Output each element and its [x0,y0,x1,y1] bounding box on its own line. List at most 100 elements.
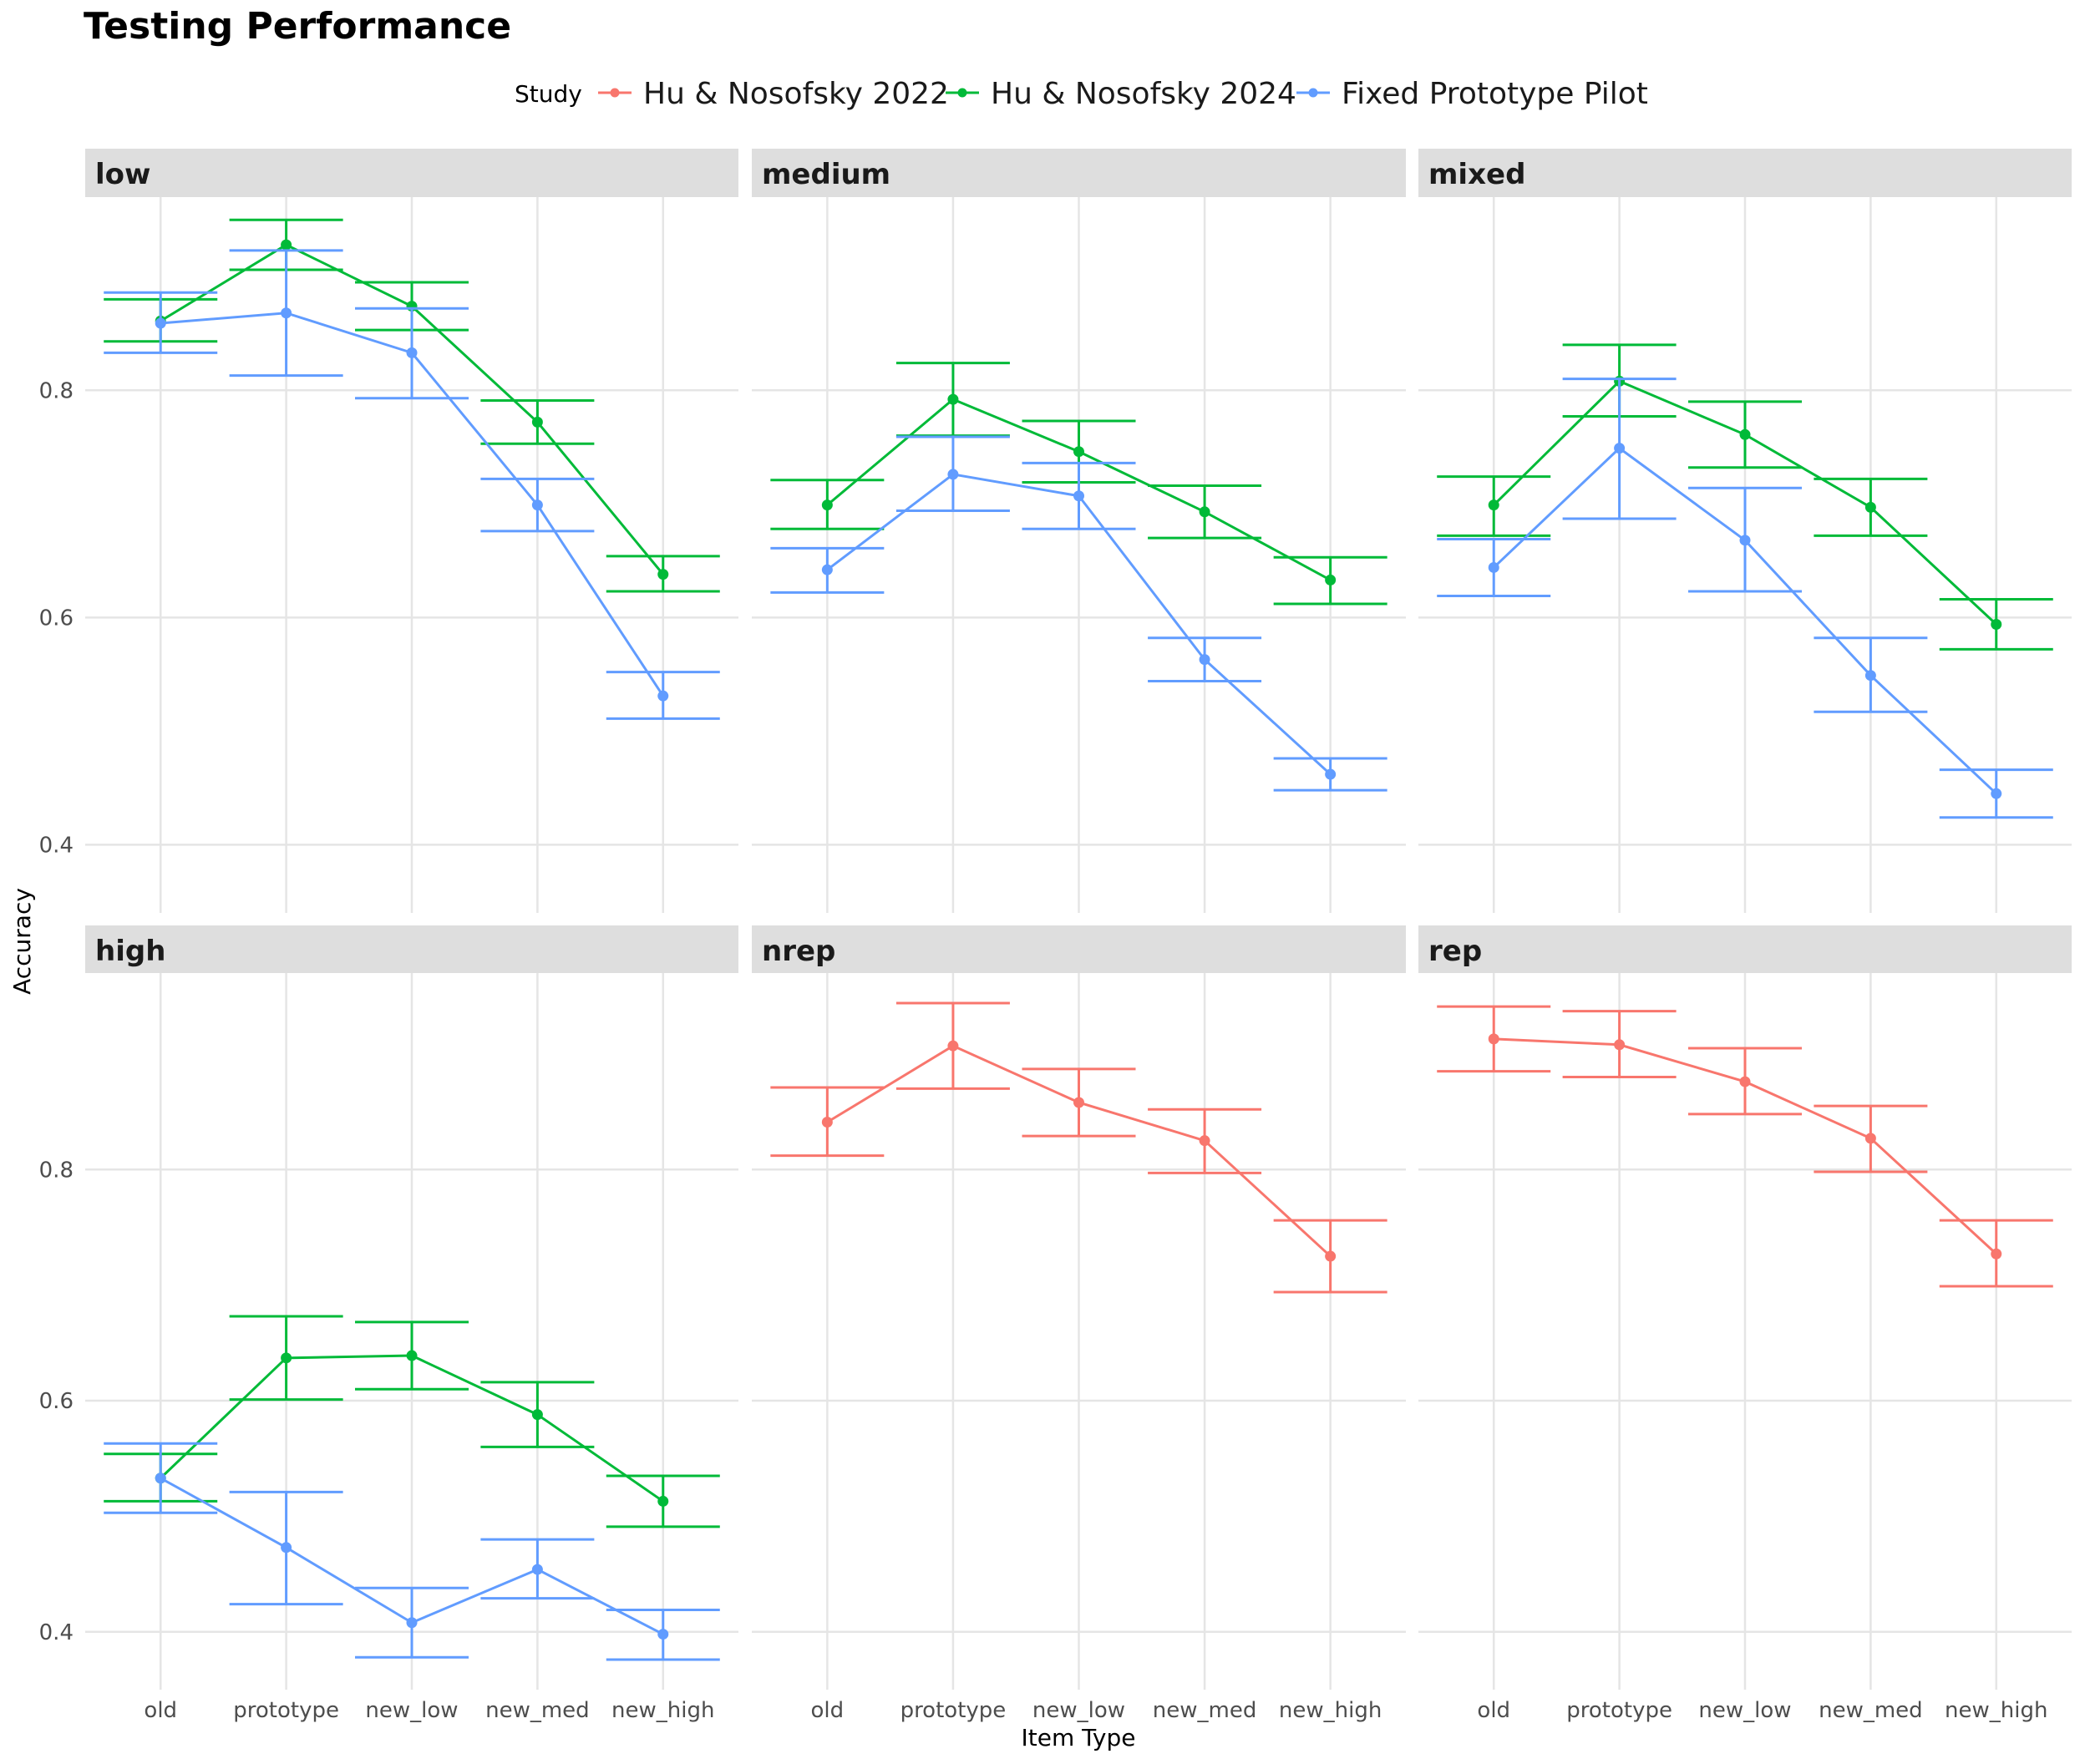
data-point [1199,506,1210,518]
panel-strip-label: medium [762,158,890,191]
panel-strip [85,149,738,197]
x-tick-label: new_high [1279,1698,1382,1723]
data-point [1991,788,2002,799]
x-tick-label: prototype [1566,1698,1672,1723]
y-tick-label: 0.4 [39,1620,74,1645]
data-point [657,569,669,580]
x-tick-label: new_low [1698,1698,1791,1723]
y-tick-label: 0.6 [39,1389,74,1414]
panel-strip-label: nrep [762,935,835,968]
data-point [1864,501,1876,513]
panel-high: high 0.4 0.6 0.8 old prototype new_low new_med n… [39,925,738,1723]
series-Fixed Prototype Pilot [104,1442,720,1661]
data-point [1488,1033,1499,1045]
panel-strip-label: high [95,935,165,968]
panel-strip [85,925,738,973]
panel-strip [752,925,1406,973]
legend-entry: Hu & Nosofsky 2024 [946,77,1296,111]
data-point [821,499,833,511]
x-tick-label: old [144,1698,177,1723]
x-tick-label: old [811,1698,845,1723]
data-point [531,499,543,511]
data-point [1739,535,1751,546]
legend-entry: Hu & Nosofsky 2022 [598,77,949,111]
data-point [281,239,292,251]
data-point [1325,1250,1337,1262]
panel-nrep: nrep old prototype new_low new_med new_high [752,925,1406,1723]
y-tick-label: 0.6 [39,606,74,631]
data-point [155,317,166,329]
x-tick-label: new_high [611,1698,714,1723]
panel-medium: medium [752,149,1406,913]
data-point [281,1542,292,1554]
data-point [821,564,833,575]
y-axis-title: Accuracy [8,888,36,995]
data-point [1199,654,1210,666]
data-point [821,1117,833,1128]
data-point [1488,499,1499,511]
legend-key-point [957,88,967,98]
panel-mixed: mixed [1418,149,2072,913]
legend-title: Study [515,80,582,108]
chart-title: Testing Performance [84,5,511,48]
data-point [1864,670,1876,682]
data-point [947,469,959,480]
data-point [1864,1133,1876,1144]
data-point [1614,1039,1626,1051]
panel-strip-label: rep [1428,935,1482,968]
x-tick-label: new_med [1153,1698,1257,1723]
data-point [1199,1135,1210,1147]
x-tick-label: new_med [485,1698,590,1723]
data-point [1073,446,1084,458]
data-point [1739,1076,1751,1087]
panel-strip [752,149,1406,197]
data-point [281,1352,292,1364]
panel-strip [1418,149,2072,197]
series-Hu & Nosofsky 2022 [1437,1005,2053,1288]
panel-strip [1418,925,2072,973]
data-point [1614,443,1626,454]
data-point [947,1040,959,1052]
data-point [1739,428,1751,440]
x-tick-label: new_high [1945,1698,2047,1723]
x-tick-label: new_low [365,1698,458,1723]
x-tick-label: new_low [1032,1698,1125,1723]
data-point [406,347,418,358]
y-tick-label: 0.8 [39,1158,74,1183]
data-point [531,1409,543,1421]
legend: Study Hu & Nosofsky 2022 Hu & Nosofsky 20… [515,77,1648,111]
data-point [657,1495,669,1507]
legend-key-point [1308,88,1318,98]
data-point [1991,1248,2002,1260]
panel-rep: rep old prototype new_low new_med new_high [1418,925,2072,1723]
data-point [657,690,669,702]
legend-label: Hu & Nosofsky 2024 [991,77,1296,111]
panel-strip-label: mixed [1428,158,1525,191]
y-tick-label: 0.4 [39,833,74,858]
data-point [657,1629,669,1640]
data-point [947,393,959,405]
panel-strip-label: low [95,158,150,191]
legend-label: Fixed Prototype Pilot [1342,77,1648,111]
data-point [155,1473,166,1484]
facet-panels: low 0.4 0.6 0.8 medium mixed high 0.4 0.6 0.8 old p… [39,149,2072,1723]
data-point [1325,768,1337,780]
series-Fixed Prototype Pilot [1437,378,2053,819]
x-tick-label: prototype [900,1698,1007,1723]
data-point [1488,561,1499,573]
data-point [406,1617,418,1629]
panel-low: low 0.4 0.6 0.8 [39,149,738,913]
legend-entry: Fixed Prototype Pilot [1296,77,1648,111]
data-point [1073,490,1084,502]
data-point [531,416,543,428]
data-point [406,1350,418,1361]
legend-label: Hu & Nosofsky 2022 [643,77,949,111]
data-point [1073,1097,1084,1108]
x-tick-label: new_med [1819,1698,1923,1723]
series-Fixed Prototype Pilot [770,435,1387,792]
data-point [1325,574,1337,585]
x-axis-title: Item Type [1022,1724,1136,1751]
series-Hu & Nosofsky 2024 [770,362,1387,606]
legend-key-point [610,88,620,98]
data-point [281,307,292,319]
